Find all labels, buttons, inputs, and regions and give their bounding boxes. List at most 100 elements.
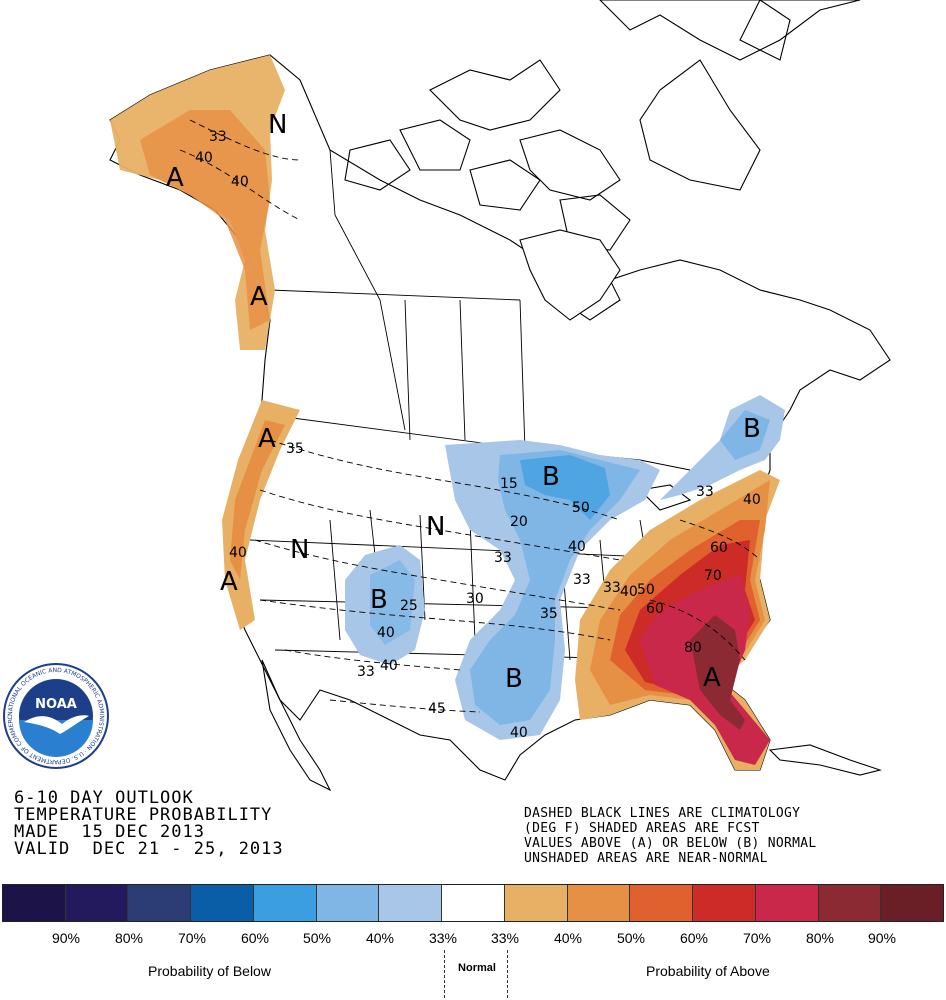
below-caption: Probability of Below <box>148 963 271 979</box>
climatology-lines <box>179 119 761 713</box>
letter-n-plains: N <box>426 512 445 542</box>
letter-a-bc: A <box>250 282 268 312</box>
normal-caption: Normal <box>458 962 496 974</box>
noaa-logo-text: NOAA <box>35 697 77 712</box>
contour-label: 50 <box>637 582 655 598</box>
normal-divider-right <box>507 950 508 998</box>
noaa-logo: NOAA NATIONAL OCEANIC AND ATMOSPHERIC AD… <box>3 663 109 769</box>
made-date: MADE 15 DEC 2013 <box>14 822 205 842</box>
contour-label: 40 <box>743 492 761 508</box>
contour-label: 40 <box>380 658 398 674</box>
legend-tick: 33% <box>490 930 520 946</box>
above-40-westcoast <box>230 420 285 580</box>
contour-label: 40 <box>568 539 586 555</box>
letter-a-oregon: A <box>258 424 276 454</box>
contour-label: 40 <box>231 174 249 190</box>
contour-label: 60 <box>710 540 728 556</box>
legend-swatch <box>818 885 882 921</box>
legend-swatch <box>755 885 819 921</box>
below-50-central <box>520 455 610 520</box>
contour-labels: 33 40 40 35 40 15 20 33 25 40 40 33 30 4… <box>195 129 761 741</box>
note-line: (DEG F) SHADED AREAS ARE FCST <box>524 821 760 836</box>
legend-swatch <box>3 885 66 921</box>
below-40-southwest <box>370 560 415 645</box>
legend-tick: 60% <box>679 930 709 946</box>
above-33-westcoast <box>222 400 300 630</box>
letter-b-maine: B <box>743 414 761 444</box>
note-line: VALUES ABOVE (A) OR BELOW (B) NORMAL <box>524 836 817 851</box>
notes-block: DASHED BLACK LINES ARE CLIMATOLOGY (DEG … <box>524 806 817 866</box>
contour-label: 80 <box>684 640 702 656</box>
letter-n-nevada: N <box>290 535 309 565</box>
note-line: UNSHADED AREAS ARE NEAR-NORMAL <box>524 851 768 866</box>
contour-label: 33 <box>494 550 512 566</box>
legend-tick: 33% <box>428 930 458 946</box>
contour-label: 15 <box>500 476 518 492</box>
legend-swatch <box>253 885 317 921</box>
letter-a-alaska: A <box>166 163 184 193</box>
contour-label: 35 <box>286 441 304 457</box>
below-40-central <box>470 450 640 725</box>
contour-label: 50 <box>572 500 590 516</box>
legend-tick: 60% <box>240 930 270 946</box>
letter-n-alaska: N <box>268 110 287 140</box>
contour-label: 20 <box>510 514 528 530</box>
normal-divider-left <box>444 950 445 998</box>
letter-a-southeast: A <box>703 663 721 693</box>
contour-label: 33 <box>209 129 227 145</box>
legend-swatch <box>693 885 756 921</box>
legend-tick: 80% <box>114 930 144 946</box>
legend-swatch <box>316 885 380 921</box>
contour-label: 33 <box>357 664 375 680</box>
legend-tick: 80% <box>805 930 835 946</box>
contour-label: 33 <box>573 572 591 588</box>
legend-tick: 70% <box>177 930 207 946</box>
legend-swatch <box>881 885 944 921</box>
legend-tick: 90% <box>51 930 81 946</box>
contour-label: 40 <box>377 625 395 641</box>
valid-dates: VALID DEC 21 - 25, 2013 <box>14 839 284 859</box>
contour-label: 30 <box>466 591 484 607</box>
letter-a-california: A <box>220 567 238 597</box>
contour-label: 35 <box>540 606 558 622</box>
above-40-alaska <box>140 110 270 330</box>
contour-label: 40 <box>620 584 638 600</box>
contour-label: 40 <box>510 725 528 741</box>
contour-label: 25 <box>400 598 418 614</box>
letter-b-southwest: B <box>370 585 388 615</box>
legend-swatch <box>442 885 505 921</box>
legend-tick: 40% <box>553 930 583 946</box>
contour-label: 40 <box>195 150 213 166</box>
outlook-subtitle: TEMPERATURE PROBABILITY <box>14 805 273 825</box>
contour-label: 70 <box>704 568 722 584</box>
contour-label: 40 <box>229 545 247 561</box>
region-letters: A N A A A N N B B B B A <box>166 110 761 694</box>
legend-swatch <box>379 885 443 921</box>
legend-tick: 70% <box>742 930 772 946</box>
contour-label: 60 <box>646 601 664 617</box>
legend-swatch <box>191 885 254 921</box>
above-normal-shading <box>110 55 780 770</box>
contour-label: 45 <box>428 701 446 717</box>
legend-swatch <box>65 885 129 921</box>
legend-color-bar <box>2 884 944 922</box>
contour-label: 33 <box>696 484 714 500</box>
legend-tick: 50% <box>302 930 332 946</box>
legend-swatch <box>128 885 192 921</box>
note-line: DASHED BLACK LINES ARE CLIMATOLOGY <box>524 806 801 821</box>
legend-tick: 50% <box>616 930 646 946</box>
title-block: 6-10 DAY OUTLOOK TEMPERATURE PROBABILITY… <box>14 790 284 858</box>
letter-b-greatlakes: B <box>542 462 560 492</box>
above-80-southeast <box>690 615 745 730</box>
above-caption: Probability of Above <box>646 963 770 979</box>
legend-ticks: 90% 80% 70% 60% 50% 40% 33% 33% 40% 50% … <box>0 930 946 950</box>
contour-label: 33 <box>603 580 621 596</box>
below-normal-shading <box>345 395 785 740</box>
below-40-northeast <box>720 410 770 460</box>
outlook-title: 6-10 DAY OUTLOOK <box>14 788 194 808</box>
legend-swatch <box>567 885 631 921</box>
legend-tick: 90% <box>867 930 897 946</box>
letter-b-texas: B <box>505 664 523 694</box>
legend-swatch <box>630 885 694 921</box>
legend-swatch <box>504 885 568 921</box>
